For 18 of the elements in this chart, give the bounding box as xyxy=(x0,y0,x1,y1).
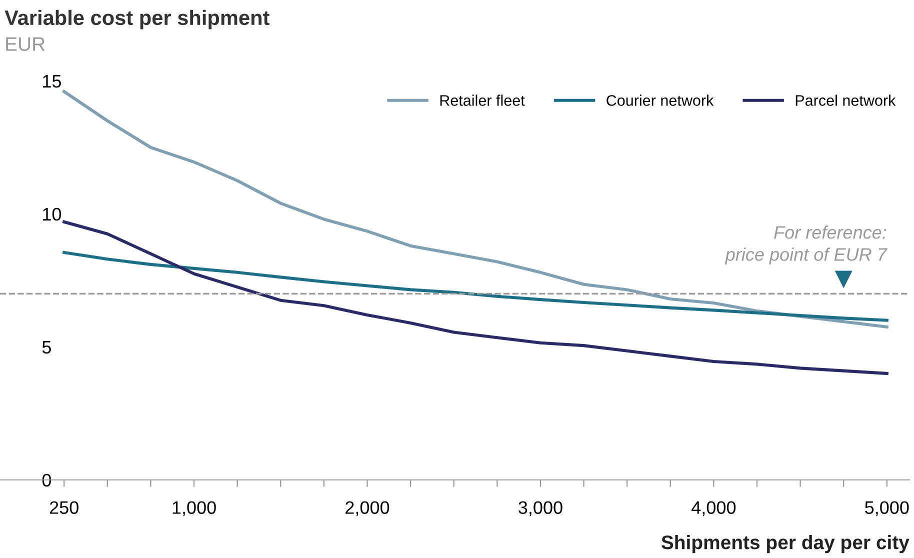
legend-label: Parcel network xyxy=(796,94,896,106)
line-series xyxy=(62,220,888,376)
x-tick-label: 2,000 xyxy=(346,501,390,516)
y-tick-label: 0 xyxy=(42,474,51,487)
legend-label: Courier network xyxy=(606,94,714,106)
ref-line-label: For reference: price point of EUR 7 xyxy=(724,226,888,264)
y-tick-label: 10 xyxy=(43,208,62,221)
y-tick-label: 15 xyxy=(43,75,61,88)
x-tick-label: 3,000 xyxy=(518,501,562,516)
x-tick-label: 250 xyxy=(50,501,78,514)
legend-label: Retailer fleet xyxy=(440,94,525,106)
chart-subtitle: EUR xyxy=(6,37,45,51)
x-tick-label: 5,000 xyxy=(865,501,909,516)
x-tick-label: 4,000 xyxy=(692,501,736,516)
chart-title: Variable cost per shipment xyxy=(4,10,270,30)
x-tick-label: 1,000 xyxy=(172,501,216,516)
x-axis-title: Shipments per day per city xyxy=(661,534,910,554)
y-tick-label: 5 xyxy=(42,341,51,354)
